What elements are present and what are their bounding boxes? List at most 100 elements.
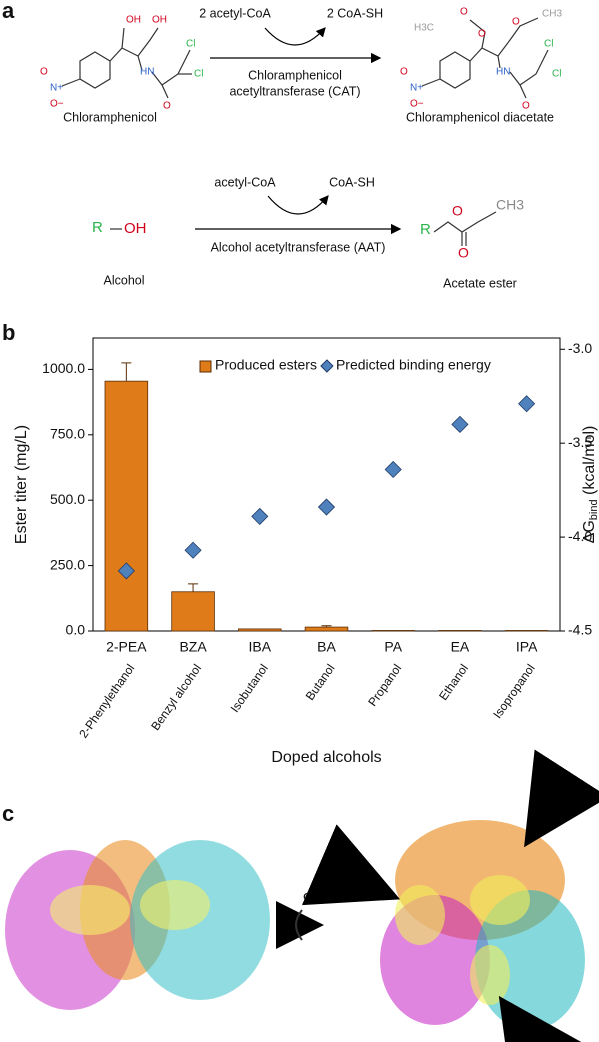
rotation-label: 90° [303, 891, 327, 908]
chloramphenicol-structure: OH OH HN O Cl Cl O N+ O− [40, 15, 203, 112]
bar [371, 630, 415, 632]
enzyme: Chloramphenicol [248, 68, 342, 82]
y2-tick-label: -3.5 [568, 434, 592, 450]
y-tick-label: 750.0 [50, 425, 85, 441]
atom: N+ [410, 83, 423, 94]
category-name: Isobutanol [228, 662, 271, 715]
y2-tick-label: -4.0 [568, 528, 592, 544]
x-tick-label: IPA [516, 639, 538, 655]
atom: N+ [50, 83, 63, 94]
diamond-marker [317, 498, 336, 516]
atom: O [458, 245, 469, 261]
y-axis-label: Ester titer (mg/L) [13, 425, 30, 544]
bar [238, 628, 282, 632]
panel-label: a [2, 0, 15, 23]
atom: O [452, 203, 463, 219]
y-tick-label: 1000.0 [42, 360, 85, 376]
x-tick-label: BZA [179, 639, 207, 655]
y-tick-label: 250.0 [50, 556, 85, 572]
error-bar [121, 362, 132, 382]
atom: O [522, 101, 530, 112]
atom: CH3 [542, 9, 562, 20]
plot-frame [92, 337, 561, 632]
cofactor: 2 CoA-SH [327, 6, 383, 20]
legend-swatch [320, 359, 334, 373]
panel-c: c 90° [2, 749, 599, 1042]
diacetate-structure: O H3C O O CH3 HN O Cl Cl O N+ O− [400, 7, 562, 112]
legend-label: Predicted binding energy [336, 357, 491, 373]
panel-label: b [2, 320, 15, 345]
atom: Cl [552, 69, 561, 80]
bar [438, 630, 482, 632]
diamond-marker [518, 395, 536, 413]
y2-tick-label: -3.0 [568, 340, 592, 356]
x-tick-label: 2-PEA [106, 639, 147, 655]
atom: HN [496, 67, 510, 78]
compound-name: Alcohol [104, 273, 145, 287]
error-bar [321, 625, 332, 628]
diamond-marker [384, 460, 402, 479]
diamond-marker [184, 541, 202, 559]
cofactor: acetyl-CoA [214, 175, 276, 189]
atom: O [400, 67, 408, 78]
legend-swatch [199, 360, 212, 373]
diamond-marker [451, 415, 469, 433]
atom: CH3 [496, 197, 524, 213]
atom: O [163, 101, 171, 112]
atom: HN [140, 67, 154, 78]
x-tick-label: BA [317, 639, 336, 655]
y2-axis-label-part: ΔG [581, 520, 598, 543]
x-tick-label: EA [451, 639, 470, 655]
bar [504, 630, 549, 632]
y2-axis-label: ΔGbind (kcal/mol) [581, 426, 599, 544]
y-tick-label: 0.0 [66, 622, 86, 638]
panel-a: a OH OH HN O Cl Cl O N+ O− Chloramphenic… [2, 0, 562, 290]
chart: 0.0 250.0 500.0 750.0 1000.0 -3.0 -3.5 -4.0 -4.5… [13, 337, 599, 766]
y2-axis-label-part: bind [588, 499, 599, 520]
y2-tick-label: -4.5 [568, 622, 592, 638]
cofactor: 2 acetyl-CoA [199, 6, 271, 20]
atom: R [420, 221, 431, 238]
atom: Cl [544, 39, 553, 50]
atom: OH [124, 220, 147, 237]
atom: O− [410, 99, 424, 110]
x-tick-label: IBA [248, 639, 271, 655]
enzyme: Alcohol acetyltransferase (AAT) [211, 240, 386, 254]
compound-name: Chloramphenicol diacetate [406, 110, 554, 124]
bar [104, 380, 149, 632]
category-name: Butanol [303, 662, 338, 703]
category-name: Propanol [365, 662, 404, 709]
atom: Cl [194, 69, 203, 80]
compound-name: Chloramphenicol [63, 110, 157, 124]
atom: O [512, 17, 520, 28]
atom: Cl [186, 39, 195, 50]
y2-axis-label-part: (kcal/mol) [581, 426, 598, 500]
category-name: Isopropanol [490, 662, 537, 721]
cofactor: CoA-SH [329, 175, 375, 189]
bar [304, 626, 349, 632]
bar [171, 591, 215, 632]
y-tick-label: 500.0 [50, 491, 85, 507]
atom: O [460, 7, 468, 18]
atom: H3C [414, 23, 434, 34]
protein-top-view [301, 749, 599, 1042]
category-name: Benzyl alcohol [148, 662, 204, 733]
atom: O [40, 67, 48, 78]
category-name: Ethanol [436, 662, 471, 703]
error-bar [188, 583, 199, 592]
atom: O [478, 29, 486, 40]
x-tick-label: PA [384, 639, 402, 655]
panel-label: c [2, 801, 14, 826]
x-axis-label: Doped alcohols [271, 749, 381, 766]
diamond-marker [251, 507, 269, 525]
diamond-marker [117, 562, 135, 580]
atom: OH [126, 15, 141, 26]
compound-name: Acetate ester [443, 276, 517, 290]
legend-label: Produced esters [215, 357, 317, 373]
enzyme: acetyltransferase (CAT) [229, 84, 360, 98]
atom: OH [152, 15, 167, 26]
atom: O− [50, 99, 64, 110]
atom: R [92, 219, 103, 236]
protein-front-view [5, 840, 270, 1010]
